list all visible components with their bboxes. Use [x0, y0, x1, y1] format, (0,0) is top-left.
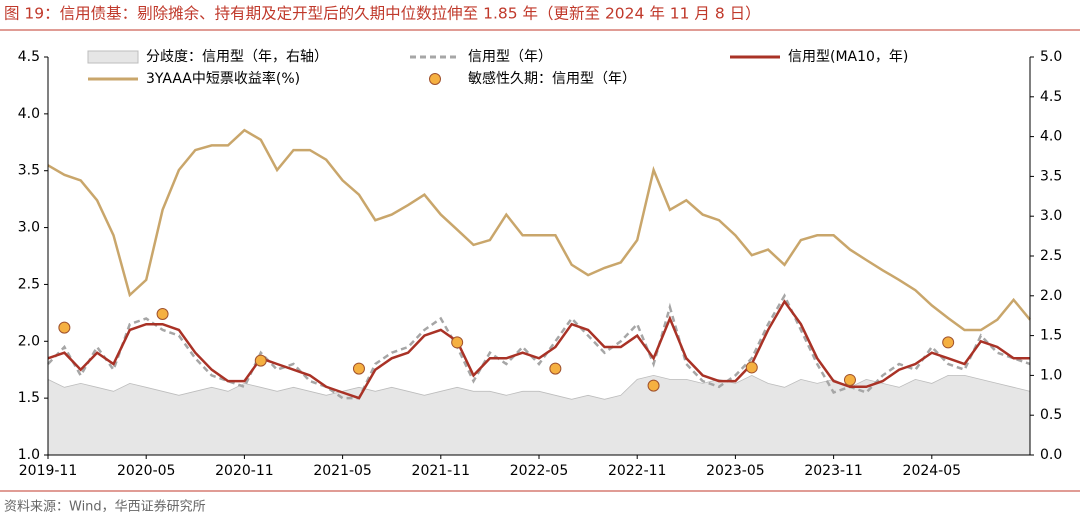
x-tick-label: 2019-11: [19, 463, 78, 479]
y2-tick-label: 3.5: [1040, 168, 1062, 184]
x-tick-label: 2020-11: [215, 463, 274, 479]
y-tick-label: 2.0: [18, 333, 40, 349]
scatter-point: [352, 362, 365, 375]
scatter-point: [745, 361, 758, 374]
scatter-point: [647, 379, 660, 392]
scatter-point: [843, 373, 856, 386]
line: [47, 299, 1030, 400]
y2-tick-label: 0.5: [1040, 407, 1062, 423]
scatter-point: [156, 307, 169, 320]
legend-swatch: [87, 50, 139, 64]
y2-tick-label: 0.0: [1040, 447, 1062, 463]
y-tick-label: 4.0: [18, 106, 40, 122]
x-tick-label: 2020-05: [117, 463, 176, 479]
x-tick-label: 2022-11: [608, 463, 667, 479]
legend-label: 信用型（年）: [468, 49, 552, 65]
legend-label: 3YAAA中短票收益率(%): [146, 70, 300, 87]
y2-tick-label: 1.0: [1040, 367, 1062, 383]
y2-tick-label: 4.5: [1040, 89, 1062, 105]
y2-tick-label: 1.5: [1040, 328, 1062, 344]
y-tick-label: 2.5: [18, 276, 40, 292]
scatter-point: [549, 362, 562, 375]
chart-title: 图 19：信用债基：剔除摊余、持有期及定开型后的久期中位数拉伸至 1.85 年（…: [4, 4, 761, 23]
area: [47, 374, 1031, 456]
x-tick-label: 2024-05: [903, 463, 962, 479]
line: [47, 293, 1031, 400]
scatter-point: [942, 336, 955, 349]
y2-tick-label: 2.0: [1040, 288, 1062, 304]
y-tick-label: 3.0: [18, 220, 40, 236]
y2-tick-label: 5.0: [1040, 49, 1062, 65]
x-tick-label: 2021-11: [412, 463, 471, 479]
legend-label: 信用型(MA10，年): [788, 49, 908, 65]
y-tick-label: 1.5: [18, 390, 40, 406]
legend-label: 敏感性久期：信用型（年）: [468, 70, 636, 87]
y2-tick-label: 3.0: [1040, 208, 1062, 224]
y-tick-label: 4.5: [18, 49, 40, 65]
y2-tick-label: 4.0: [1040, 129, 1062, 145]
x-tick-label: 2022-05: [510, 463, 569, 479]
y-tick-label: 1.0: [18, 447, 40, 463]
scatter-point: [254, 354, 267, 367]
scatter-point: [58, 321, 71, 334]
y-tick-label: 3.5: [18, 163, 40, 179]
legend-swatch: [429, 73, 441, 85]
source: 资料来源：Wind，华西证券研究所: [4, 499, 206, 515]
x-tick-label: 2023-05: [706, 463, 765, 479]
line: [47, 128, 1031, 332]
y2-tick-label: 2.5: [1040, 248, 1062, 264]
x-tick-label: 2023-11: [804, 463, 863, 479]
legend-label: 分歧度：信用型（年，右轴）: [146, 49, 328, 65]
scatter-point: [451, 336, 464, 349]
x-tick-label: 2021-05: [313, 463, 372, 479]
